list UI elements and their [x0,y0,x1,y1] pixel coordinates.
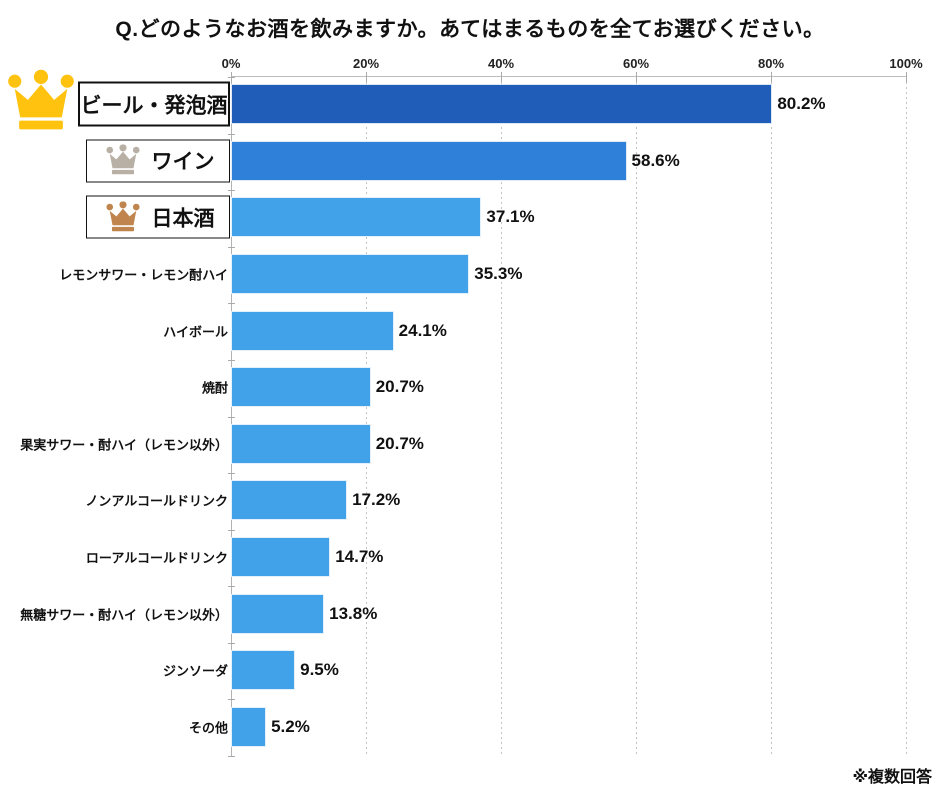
category-label: 無糖サワー・酎ハイ（レモン以外） [20,607,228,623]
bar [231,423,371,464]
x-axis-tick-label: 80% [757,56,785,71]
axis-tick [906,72,907,82]
x-axis-tick-label: 20% [352,56,380,71]
bar [231,310,394,351]
category-axis-tick [228,416,235,418]
gridline-60 [636,77,637,756]
silver-crown-icon [105,144,140,175]
category-label: その他 [188,720,228,736]
gridline-80 [771,77,772,756]
axis-tick [636,72,637,82]
bar [231,480,348,521]
value-label: 58.6% [631,150,680,170]
bronze-crown-icon [105,201,140,232]
category-axis-tick [228,642,235,644]
multiple-answer-note: ※複数回答 [852,769,932,786]
bar [231,84,773,125]
value-label: 80.2% [777,94,826,114]
category-label: レモンサワー・レモン酎ハイ [59,267,228,283]
rank1-label-box: ビール・発泡酒 [78,81,230,127]
x-axis-tick-label: 60% [622,56,650,71]
bar [231,140,627,181]
axis-tick [771,72,772,82]
rank2-label-box: ワイン [86,139,230,183]
category-axis-tick [228,303,235,305]
value-label: 20.7% [375,433,424,453]
category-axis-tick [228,359,235,361]
plot-area [228,72,907,757]
category-label: ノンアルコールドリンク [85,493,228,509]
category-label: ローアルコールドリンク [85,550,228,566]
category-axis-tick [228,756,235,757]
category-axis-tick [228,586,235,588]
category-label: ジンソーダ [162,663,228,679]
category-axis-tick [228,77,235,78]
bar [231,367,371,408]
category-axis-tick [228,190,235,192]
value-label: 5.2% [271,716,310,736]
axis-tick [501,72,502,82]
bar [231,706,267,747]
category-label: 果実サワー・酎ハイ（レモン以外） [20,437,228,453]
value-label: 24.1% [398,320,447,340]
category-axis-tick [228,699,235,701]
category-axis-tick [228,246,235,248]
value-label: 14.7% [335,546,384,566]
bar [231,650,296,691]
value-label: 17.2% [352,490,401,510]
category-label: ハイボール [163,324,228,340]
category-axis-tick [228,473,235,475]
x-axis-tick-label: 40% [487,56,515,71]
value-label: 35.3% [474,264,523,284]
gold-crown-icon [8,70,74,130]
gridline-100 [906,77,907,756]
value-label: 37.1% [486,207,535,227]
bar [231,536,331,577]
x-axis-tick-label: 100% [889,56,923,71]
x-axis-tick-label: 0% [221,56,241,71]
bar [231,197,482,238]
chart-title: Q.どのようなお酒を飲みますか。あてはまるものを全てお選びください。 [115,18,825,41]
category-axis-tick [228,133,235,135]
bar [231,593,325,634]
gridline-20 [366,77,367,756]
gridline-40 [501,77,502,756]
category-axis-tick [228,529,235,531]
value-label: 20.7% [375,377,424,397]
category-label: 日本酒 [151,207,215,231]
category-label: ワイン [151,150,215,174]
category-label: ビール・発泡酒 [80,94,228,118]
bar [231,254,470,295]
value-label: 13.8% [329,603,378,623]
category-label: 焼酎 [201,380,228,396]
value-label: 9.5% [300,660,339,680]
rank3-label-box: 日本酒 [86,195,230,239]
axis-tick [366,72,367,82]
gold-crown-badge [6,69,76,135]
